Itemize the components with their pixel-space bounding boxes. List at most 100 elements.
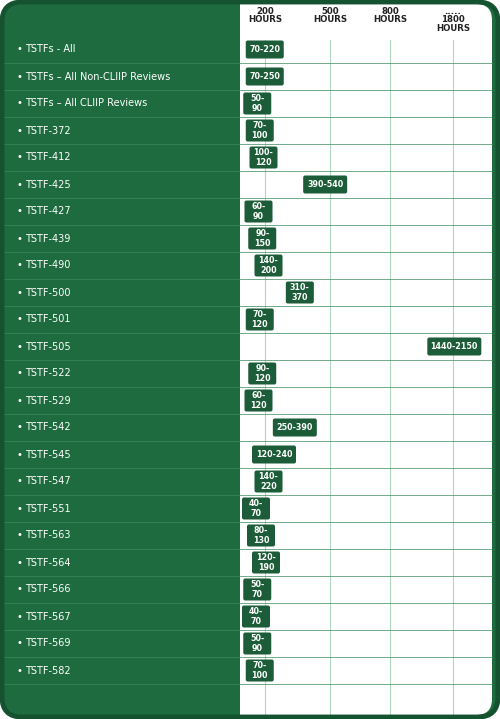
Text: 60-
120: 60- 120 bbox=[250, 391, 267, 410]
Bar bbox=[4, 387, 240, 414]
Text: 120-240: 120-240 bbox=[256, 450, 292, 459]
Text: 140-
200: 140- 200 bbox=[258, 256, 278, 275]
Text: •: • bbox=[16, 342, 22, 352]
FancyBboxPatch shape bbox=[243, 579, 271, 600]
Text: TSTF-542: TSTF-542 bbox=[25, 423, 70, 433]
FancyBboxPatch shape bbox=[303, 175, 347, 193]
Text: 80-
130: 80- 130 bbox=[253, 526, 269, 545]
Text: •: • bbox=[16, 423, 22, 433]
FancyBboxPatch shape bbox=[250, 147, 278, 168]
Text: 1800: 1800 bbox=[441, 16, 465, 24]
Text: •: • bbox=[16, 477, 22, 487]
FancyBboxPatch shape bbox=[246, 119, 274, 142]
Bar bbox=[240, 4, 260, 715]
Bar bbox=[4, 495, 240, 522]
Text: •: • bbox=[16, 638, 22, 649]
Text: TSTF-564: TSTF-564 bbox=[25, 557, 70, 567]
Text: 200: 200 bbox=[256, 7, 274, 16]
Bar bbox=[4, 198, 240, 225]
FancyBboxPatch shape bbox=[243, 93, 271, 114]
Text: TSTF-490: TSTF-490 bbox=[25, 260, 70, 270]
Text: HOURS: HOURS bbox=[373, 16, 407, 24]
Text: TSTF-567: TSTF-567 bbox=[25, 611, 70, 621]
Text: •: • bbox=[16, 45, 22, 55]
Text: 140-
220: 140- 220 bbox=[258, 472, 278, 491]
Bar bbox=[4, 36, 240, 63]
Text: 90-
120: 90- 120 bbox=[254, 364, 270, 383]
Bar bbox=[4, 333, 240, 360]
Text: 60-
90: 60- 90 bbox=[252, 202, 266, 221]
Text: 50-
90: 50- 90 bbox=[250, 634, 264, 653]
Text: 90-
150: 90- 150 bbox=[254, 229, 270, 248]
FancyBboxPatch shape bbox=[248, 362, 276, 385]
Text: 1440-2150: 1440-2150 bbox=[430, 342, 478, 351]
Text: TSTF-547: TSTF-547 bbox=[25, 477, 70, 487]
Bar bbox=[4, 441, 240, 468]
Text: 70-
100: 70- 100 bbox=[252, 661, 268, 680]
FancyBboxPatch shape bbox=[244, 201, 272, 222]
Text: 40-
70: 40- 70 bbox=[249, 607, 263, 626]
Text: •: • bbox=[16, 180, 22, 190]
Text: HOURS: HOURS bbox=[436, 24, 470, 33]
Bar bbox=[4, 522, 240, 549]
Bar bbox=[4, 117, 240, 144]
Text: •: • bbox=[16, 206, 22, 216]
Bar bbox=[4, 90, 240, 117]
FancyBboxPatch shape bbox=[247, 524, 275, 546]
Text: •: • bbox=[16, 234, 22, 244]
FancyBboxPatch shape bbox=[428, 337, 482, 355]
FancyBboxPatch shape bbox=[246, 659, 274, 682]
Bar bbox=[4, 603, 240, 630]
Text: •: • bbox=[16, 314, 22, 324]
FancyBboxPatch shape bbox=[3, 3, 497, 716]
Text: •: • bbox=[16, 152, 22, 162]
Bar bbox=[4, 252, 240, 279]
Bar bbox=[4, 279, 240, 306]
Text: HOURS: HOURS bbox=[248, 16, 282, 24]
Bar bbox=[4, 225, 240, 252]
Bar bbox=[4, 657, 240, 684]
Bar bbox=[4, 360, 240, 387]
FancyBboxPatch shape bbox=[254, 255, 282, 277]
Text: 70-
120: 70- 120 bbox=[252, 310, 268, 329]
Text: •: • bbox=[16, 71, 22, 81]
Text: TSTF-551: TSTF-551 bbox=[25, 503, 70, 513]
FancyBboxPatch shape bbox=[252, 446, 296, 464]
Text: TSTF-372: TSTF-372 bbox=[25, 126, 70, 135]
Text: TSTFs – All Non-CLIIP Reviews: TSTFs – All Non-CLIIP Reviews bbox=[25, 71, 170, 81]
Text: •: • bbox=[16, 585, 22, 595]
Text: •: • bbox=[16, 369, 22, 378]
Text: 250-390: 250-390 bbox=[276, 423, 313, 432]
FancyBboxPatch shape bbox=[248, 227, 276, 249]
Text: 390-540: 390-540 bbox=[307, 180, 344, 189]
FancyBboxPatch shape bbox=[246, 308, 274, 331]
Text: TSTF-545: TSTF-545 bbox=[25, 449, 70, 459]
FancyBboxPatch shape bbox=[286, 282, 314, 303]
Bar bbox=[4, 576, 240, 603]
FancyBboxPatch shape bbox=[240, 4, 492, 715]
Bar bbox=[4, 306, 240, 333]
Text: TSTF-566: TSTF-566 bbox=[25, 585, 70, 595]
FancyBboxPatch shape bbox=[242, 498, 270, 520]
Bar bbox=[4, 468, 240, 495]
Text: TSTF-563: TSTF-563 bbox=[25, 531, 70, 541]
Text: •: • bbox=[16, 666, 22, 675]
FancyBboxPatch shape bbox=[246, 40, 284, 58]
Text: .....: ..... bbox=[444, 7, 462, 16]
Text: TSTF-500: TSTF-500 bbox=[25, 288, 70, 298]
Text: 70-
100: 70- 100 bbox=[252, 121, 268, 140]
Text: •: • bbox=[16, 395, 22, 406]
Text: 500: 500 bbox=[321, 7, 339, 16]
Text: •: • bbox=[16, 557, 22, 567]
Text: TSTFs - All: TSTFs - All bbox=[25, 45, 76, 55]
Text: 70-250: 70-250 bbox=[250, 72, 280, 81]
Text: TSTF-505: TSTF-505 bbox=[25, 342, 70, 352]
Text: •: • bbox=[16, 449, 22, 459]
Text: TSTF-425: TSTF-425 bbox=[25, 180, 70, 190]
Text: •: • bbox=[16, 503, 22, 513]
FancyBboxPatch shape bbox=[273, 418, 317, 436]
Text: 800: 800 bbox=[381, 7, 399, 16]
FancyBboxPatch shape bbox=[244, 390, 272, 411]
Text: TSTF-569: TSTF-569 bbox=[25, 638, 70, 649]
Text: •: • bbox=[16, 611, 22, 621]
